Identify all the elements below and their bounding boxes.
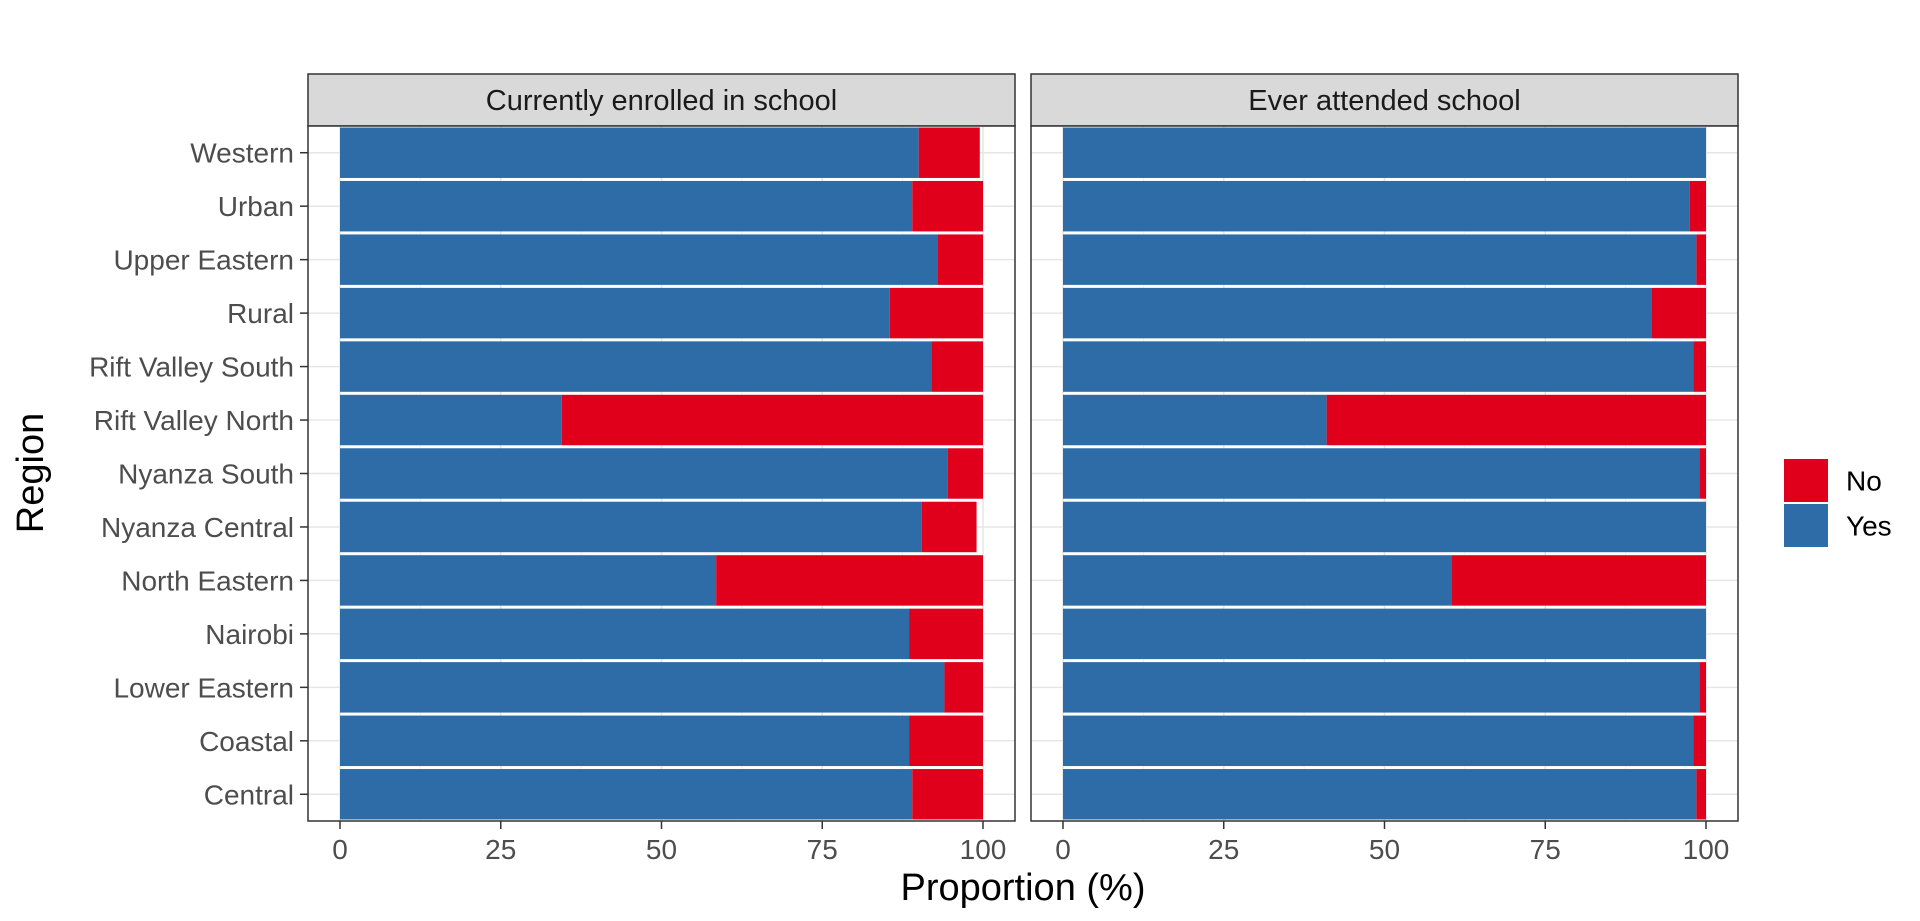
bar-yes-nairobi <box>1063 608 1706 660</box>
panel-strip-1 <box>307 73 1016 127</box>
bar-yes-western <box>340 127 919 178</box>
bar-yes-nyanza-central <box>1063 501 1706 553</box>
y-tick-label-nairobi: Nairobi <box>205 619 294 650</box>
bar-yes-rift-valley-north <box>340 394 562 446</box>
bar-yes-central <box>1063 769 1697 820</box>
y-tick-label-western: Western <box>190 138 294 169</box>
x-tick-label: 50 <box>646 834 677 865</box>
legend-key-yes <box>1784 504 1828 547</box>
bar-yes-urban <box>1063 180 1690 232</box>
bar-yes-upper-eastern <box>340 234 938 285</box>
legend-label-no: No <box>1846 466 1882 497</box>
panel-currently-enrolled: Currently enrolled in school 0 25 50 75 100 <box>307 73 1016 865</box>
bar-yes-western <box>1063 127 1706 178</box>
bar-no-rural <box>1651 287 1706 339</box>
bar-no-rift-valley-north <box>561 394 983 446</box>
bar-no-north-eastern <box>716 555 983 606</box>
bar-yes-nyanza-south <box>340 448 948 499</box>
panel-title-2: Ever attended school <box>1248 85 1520 117</box>
bar-no-nyanza-central <box>921 501 977 553</box>
bar-yes-lower-eastern <box>1063 662 1700 713</box>
bar-no-coastal <box>1693 715 1706 767</box>
bar-no-urban <box>912 180 983 232</box>
y-tick-label-rural: Rural <box>227 298 294 329</box>
y-tick-label-rift-valley-north: Rift Valley North <box>94 405 294 436</box>
y-tick-label-upper-eastern: Upper Eastern <box>113 245 294 276</box>
x-tick-label: 0 <box>332 834 348 865</box>
x-axis-1: 0 25 50 75 100 <box>332 821 1006 865</box>
bar-no-nairobi <box>909 608 983 660</box>
x-axis-title: Proportion (%) <box>901 867 1146 909</box>
bar-yes-rural <box>340 287 890 339</box>
bar-yes-north-eastern <box>1063 555 1453 606</box>
bar-yes-coastal <box>340 715 910 767</box>
bar-no-western <box>918 127 980 178</box>
y-tick-label-nyanza-south: Nyanza South <box>118 459 294 490</box>
legend: No Yes <box>1784 459 1892 547</box>
legend-label-yes: Yes <box>1846 511 1892 542</box>
y-axis-title: Region <box>10 413 52 533</box>
x-tick-label: 100 <box>1683 834 1730 865</box>
bar-no-urban <box>1689 180 1706 232</box>
bar-yes-lower-eastern <box>340 662 945 713</box>
x-tick-label: 25 <box>485 834 516 865</box>
bar-no-rift-valley-south <box>1693 341 1706 392</box>
bar-no-rift-valley-north <box>1326 394 1706 446</box>
bar-yes-rift-valley-south <box>1063 341 1694 392</box>
bar-yes-nairobi <box>340 608 910 660</box>
x-tick-label: 75 <box>1530 834 1561 865</box>
bar-no-upper-eastern <box>1696 234 1706 285</box>
x-axis-2: 0 25 50 75 100 <box>1055 821 1729 865</box>
bar-no-nyanza-south <box>1699 448 1706 499</box>
bar-no-lower-eastern <box>1699 662 1706 713</box>
x-tick-label: 75 <box>807 834 838 865</box>
bar-no-upper-eastern <box>937 234 983 285</box>
bar-yes-coastal <box>1063 715 1694 767</box>
y-tick-label-coastal: Coastal <box>199 726 294 757</box>
y-tick-label-lower-eastern: Lower Eastern <box>113 672 294 703</box>
y-tick-label-urban: Urban <box>218 191 294 222</box>
bar-yes-central <box>340 769 913 820</box>
bar-no-lower-eastern <box>944 662 983 713</box>
y-tick-label-central: Central <box>204 779 294 810</box>
x-tick-label: 0 <box>1055 834 1071 865</box>
bar-no-coastal <box>909 715 983 767</box>
bar-yes-rift-valley-north <box>1063 394 1327 446</box>
bar-no-central <box>1696 769 1706 820</box>
y-tick-label-rift-valley-south: Rift Valley South <box>89 352 294 383</box>
bar-no-central <box>912 769 983 820</box>
bars-panel-1 <box>340 127 983 820</box>
panel-ever-attended: Ever attended school 0 25 50 75 100 <box>1030 73 1739 865</box>
bar-yes-nyanza-central <box>340 501 922 553</box>
x-tick-label: 25 <box>1208 834 1239 865</box>
y-tick-label-north-eastern: North Eastern <box>121 565 294 596</box>
y-axis: Western Urban Upper Eastern Rural Rift Valle… <box>89 138 308 810</box>
bars-panel-2 <box>1063 127 1706 820</box>
bar-yes-rift-valley-south <box>340 341 932 392</box>
x-tick-label: 50 <box>1369 834 1400 865</box>
bar-no-rift-valley-south <box>931 341 983 392</box>
bar-no-north-eastern <box>1452 555 1706 606</box>
bar-yes-north-eastern <box>340 555 717 606</box>
legend-key-no <box>1784 459 1828 502</box>
bar-yes-nyanza-south <box>1063 448 1700 499</box>
x-tick-label: 100 <box>960 834 1007 865</box>
y-tick-label-nyanza-central: Nyanza Central <box>101 512 294 543</box>
panel-title-1: Currently enrolled in school <box>486 85 837 117</box>
bar-no-rural <box>889 287 983 339</box>
bar-yes-urban <box>340 180 913 232</box>
bar-yes-rural <box>1063 287 1652 339</box>
bar-yes-upper-eastern <box>1063 234 1697 285</box>
bar-no-nyanza-south <box>947 448 983 499</box>
panel-strip-2 <box>1030 73 1739 127</box>
